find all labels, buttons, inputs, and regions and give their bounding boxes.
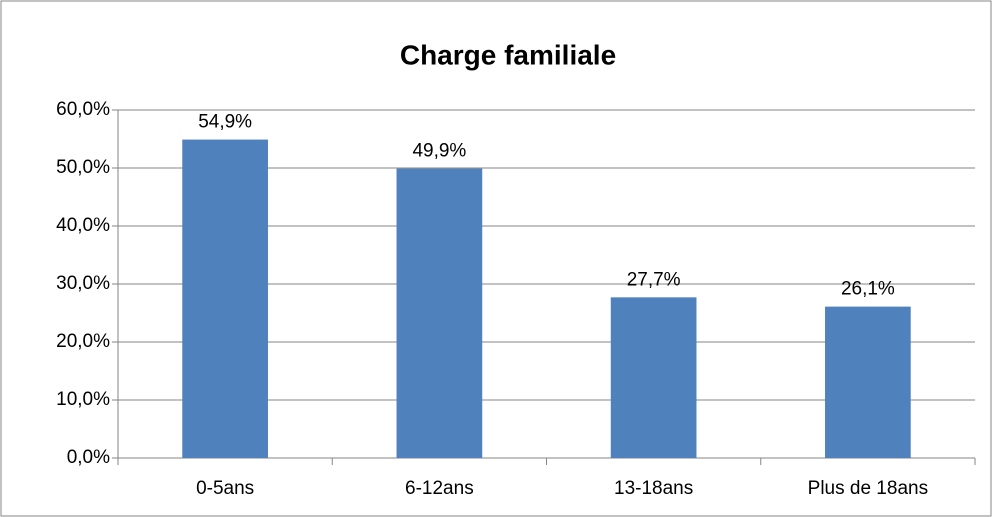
x-tick-label: 13-18ans [614, 478, 693, 499]
bar [825, 306, 911, 458]
y-tick-label: 50,0% [56, 157, 110, 178]
bar [396, 168, 483, 458]
y-tick-label: 0,0% [67, 447, 110, 468]
x-tick-label: 6-12ans [405, 478, 474, 499]
data-label: 26,1% [841, 279, 895, 300]
bar [610, 297, 697, 458]
x-tick-label: Plus de 18ans [808, 478, 928, 499]
data-label: 27,7% [627, 269, 681, 290]
x-tick-label: 0-5ans [196, 478, 254, 499]
y-tick-label: 60,0% [56, 99, 110, 120]
bar [182, 139, 268, 458]
y-tick-label: 10,0% [56, 389, 110, 410]
y-tick-label: 30,0% [56, 273, 110, 294]
y-tick-label: 40,0% [56, 215, 110, 236]
y-tick-label: 20,0% [56, 331, 110, 352]
chart-title: Charge familiale [400, 39, 616, 70]
data-label: 49,9% [412, 141, 466, 162]
data-label: 54,9% [198, 112, 252, 133]
